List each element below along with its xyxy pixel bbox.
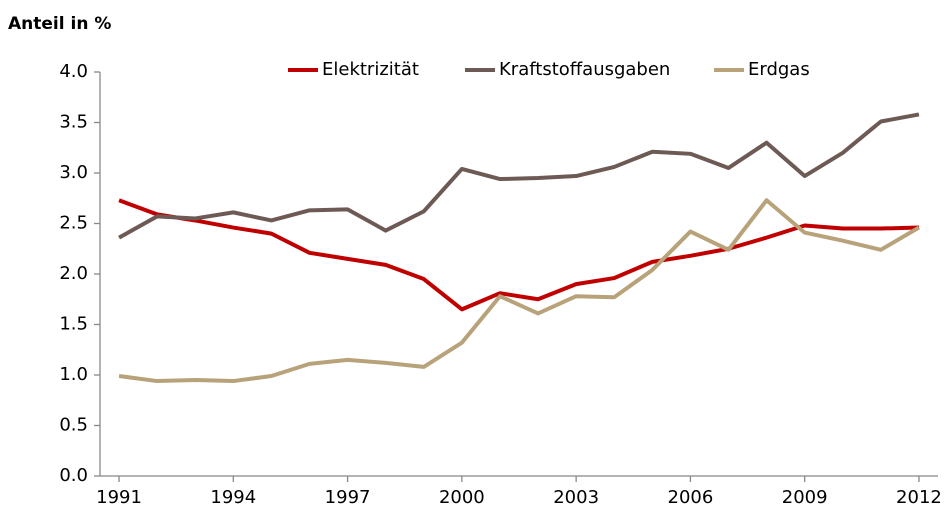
x-tick-label: 2000 (439, 487, 485, 508)
y-tick-label: 2.0 (59, 263, 88, 284)
series-line (118, 198, 920, 384)
y-tick-label: 0.0 (59, 465, 88, 486)
series-line (118, 198, 920, 312)
x-tick-label: 1991 (96, 487, 142, 508)
x-tick-label: 1997 (325, 487, 371, 508)
y-tick-label: 1.0 (59, 364, 88, 385)
x-tick-label: 1994 (210, 487, 256, 508)
legend-label: Elektrizität (322, 59, 419, 80)
x-tick-label: 2006 (668, 487, 714, 508)
y-axis-title: Anteil in % (8, 14, 111, 34)
y-tick-label: 3.5 (59, 112, 88, 133)
x-tick-label: 2012 (896, 487, 942, 508)
x-tick-label: 2003 (553, 487, 599, 508)
y-tick-label: 4.0 (59, 61, 88, 82)
y-tick-label: 3.0 (59, 162, 88, 183)
y-tick-label: 0.5 (59, 415, 88, 436)
x-tick-label: 2009 (782, 487, 828, 508)
series-line (118, 112, 920, 240)
legend-label: Kraftstoffausgaben (499, 59, 670, 80)
y-tick-label: 2.5 (59, 213, 88, 234)
legend-label: Erdgas (748, 59, 810, 80)
y-tick-label: 1.5 (59, 314, 88, 335)
